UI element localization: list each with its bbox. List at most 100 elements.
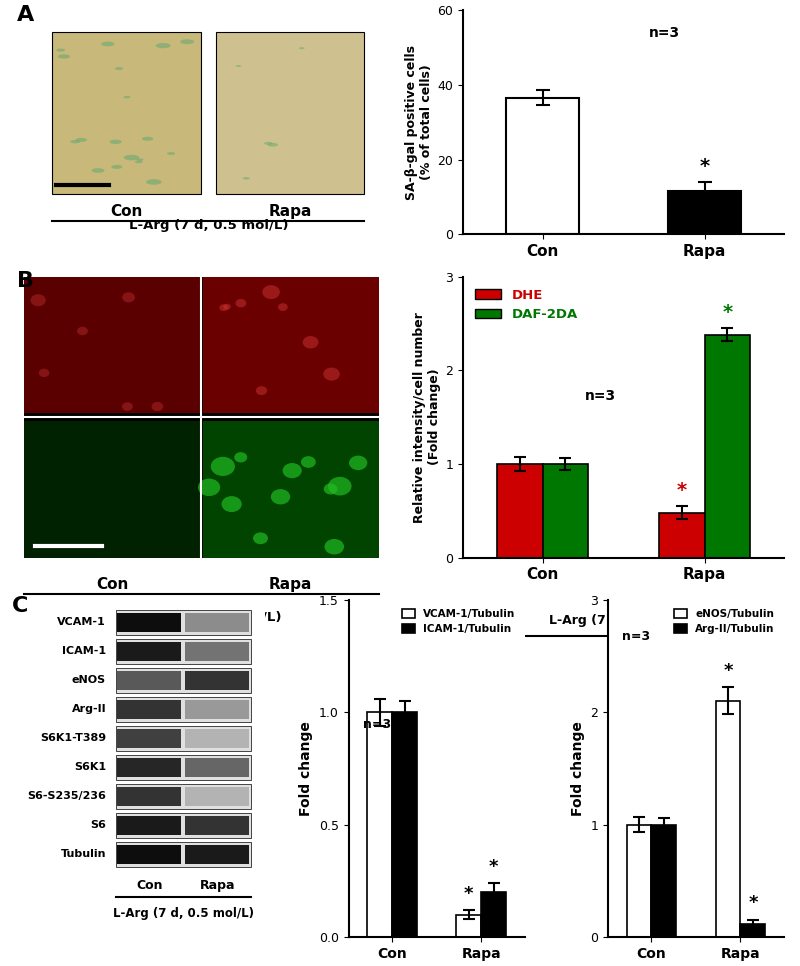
Text: L-Arg (7 d, 0.5 mol/L): L-Arg (7 d, 0.5 mol/L) [129,219,288,232]
Text: VCAM-1: VCAM-1 [58,617,106,627]
Circle shape [77,327,88,335]
Circle shape [198,478,220,497]
Y-axis label: Fold change: Fold change [570,721,585,816]
Circle shape [271,489,290,504]
Circle shape [222,497,242,512]
Ellipse shape [75,138,87,142]
Text: Con: Con [97,578,129,592]
FancyBboxPatch shape [203,276,378,412]
Bar [392,712,417,937]
Ellipse shape [146,180,162,185]
Bar [651,825,676,937]
Circle shape [30,295,46,306]
Circle shape [223,303,231,310]
FancyBboxPatch shape [24,276,199,412]
Text: L-Arg (7 d, 0.5 mol/L): L-Arg (7 d, 0.5 mol/L) [549,613,698,627]
Text: *: * [723,662,733,680]
Bar [542,464,588,557]
Bar [481,892,506,937]
Legend: eNOS/Tubulin, Arg-II/Tubulin: eNOS/Tubulin, Arg-II/Tubulin [670,605,778,639]
FancyBboxPatch shape [185,786,249,807]
Y-axis label: Relative intensity/cell number
(Fold change): Relative intensity/cell number (Fold cha… [414,312,442,523]
FancyBboxPatch shape [116,610,251,635]
Text: n=3: n=3 [650,26,680,40]
Bar [715,701,741,937]
Circle shape [301,456,316,468]
Ellipse shape [124,155,139,160]
Bar [741,923,766,937]
Circle shape [325,539,344,554]
Circle shape [323,367,340,381]
Circle shape [253,532,268,544]
Text: B: B [17,271,34,291]
Ellipse shape [134,160,142,163]
Bar [705,334,750,557]
FancyBboxPatch shape [215,32,365,194]
Text: n=3: n=3 [362,718,391,731]
FancyBboxPatch shape [185,844,249,865]
Bar [497,464,542,557]
FancyBboxPatch shape [117,757,181,778]
FancyBboxPatch shape [117,728,181,749]
Circle shape [151,402,163,412]
FancyBboxPatch shape [185,728,249,749]
Text: L-Arg (7 d, 0.5 mol/L): L-Arg (7 d, 0.5 mol/L) [549,279,698,293]
Circle shape [235,298,246,307]
FancyBboxPatch shape [185,757,249,778]
FancyBboxPatch shape [185,670,249,690]
Ellipse shape [264,142,273,145]
FancyBboxPatch shape [185,612,249,632]
Ellipse shape [137,158,143,161]
Bar [626,825,651,937]
FancyBboxPatch shape [116,813,251,838]
FancyBboxPatch shape [116,668,251,693]
FancyBboxPatch shape [117,699,181,719]
Bar [668,191,741,235]
Circle shape [122,402,133,411]
FancyBboxPatch shape [117,844,181,865]
Ellipse shape [91,168,105,173]
FancyBboxPatch shape [116,725,251,751]
Text: *: * [748,895,758,912]
Text: eNOS: eNOS [72,675,106,686]
Text: Tubulin: Tubulin [61,849,106,860]
Text: n=3: n=3 [585,389,616,403]
FancyBboxPatch shape [116,784,251,809]
FancyBboxPatch shape [185,641,249,661]
Ellipse shape [236,65,242,67]
Text: Rapa: Rapa [268,205,312,219]
Circle shape [282,463,302,478]
Circle shape [210,457,235,476]
Ellipse shape [156,43,170,48]
Text: *: * [722,302,732,322]
Text: *: * [699,157,710,177]
Circle shape [328,477,351,496]
Bar [367,712,392,937]
FancyBboxPatch shape [116,754,251,780]
FancyBboxPatch shape [117,641,181,661]
Ellipse shape [180,40,194,44]
FancyBboxPatch shape [24,421,199,557]
FancyBboxPatch shape [116,842,251,867]
Ellipse shape [56,48,65,51]
Y-axis label: SA-β-gal positive cells
(% of total cells): SA-β-gal positive cells (% of total cell… [406,44,434,200]
Bar [506,98,579,235]
Legend: DHE, DAF-2DA: DHE, DAF-2DA [470,283,583,327]
Text: *: * [677,480,687,499]
FancyBboxPatch shape [117,786,181,807]
Circle shape [122,293,135,302]
Text: Rapa: Rapa [268,578,312,592]
Text: S6K1: S6K1 [74,762,106,773]
Circle shape [38,369,50,377]
Circle shape [349,456,367,470]
Text: n=3: n=3 [622,630,650,643]
FancyBboxPatch shape [203,421,378,557]
Ellipse shape [242,177,250,180]
Circle shape [302,336,318,349]
Circle shape [234,452,247,463]
Ellipse shape [58,54,70,59]
FancyBboxPatch shape [116,696,251,722]
Circle shape [262,285,280,299]
Bar [659,513,705,557]
FancyBboxPatch shape [116,639,251,664]
